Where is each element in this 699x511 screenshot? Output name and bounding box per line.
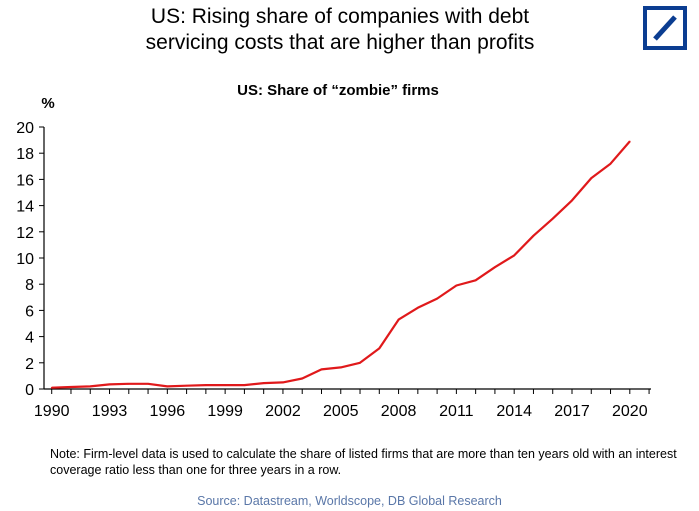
source-line: Source: Datastream, Worldscope, DB Globa… — [197, 494, 502, 508]
data-point — [50, 386, 53, 389]
y-tick-label: 8 — [25, 277, 34, 294]
data-point — [436, 297, 438, 300]
data-point — [224, 384, 226, 386]
y-tick-label: 12 — [16, 225, 34, 242]
x-tick-label: 2002 — [265, 403, 301, 420]
data-point — [474, 279, 477, 282]
y-axis-unit-label: % — [41, 95, 54, 112]
x-tick-label: 2020 — [612, 403, 648, 420]
deutsche-bank-logo-icon — [643, 6, 687, 50]
data-point — [262, 382, 265, 384]
data-point — [494, 266, 496, 268]
x-tick-label: 2011 — [439, 403, 474, 420]
y-tick-label: 4 — [25, 330, 34, 347]
y-tick-label: 18 — [16, 146, 34, 163]
data-point — [127, 382, 130, 385]
y-tick-label: 10 — [16, 251, 34, 268]
series-line — [51, 140, 631, 389]
chart-title: US: Share of “zombie” firms — [237, 82, 439, 99]
axes-group: 0 2 4 6 8 10 12 14 16 18 20 1990 1993 1996 1999 2002 200… — [16, 120, 651, 420]
data-point — [378, 347, 381, 350]
data-point — [551, 217, 554, 220]
data-point — [455, 284, 458, 287]
data-point — [70, 386, 72, 388]
data-point — [301, 377, 304, 380]
data-point — [147, 382, 149, 385]
y-tick-label: 6 — [25, 303, 34, 320]
data-point — [205, 384, 207, 386]
x-tick-label: 2005 — [323, 403, 359, 420]
x-tick-label: 1999 — [207, 403, 243, 420]
y-tick-label: 14 — [16, 199, 34, 216]
data-point — [166, 385, 169, 388]
data-point — [282, 381, 284, 384]
data-point — [108, 383, 111, 386]
x-tick-label: 2017 — [554, 403, 590, 420]
data-point — [590, 177, 593, 179]
x-tick-label: 1996 — [150, 403, 186, 420]
data-point — [185, 384, 188, 387]
chart-headline: US: Rising share of companies with debt … — [40, 4, 640, 56]
y-tick-label: 20 — [16, 120, 34, 137]
data-point — [417, 306, 419, 309]
x-tick-label: 2008 — [381, 403, 417, 420]
headline-line-2: servicing costs that are higher than pro… — [145, 31, 535, 54]
x-tick-label: 1990 — [34, 403, 70, 420]
data-point — [339, 366, 342, 369]
data-point — [571, 199, 573, 202]
data-point — [320, 368, 323, 371]
data-point — [609, 162, 612, 165]
y-tick-label: 2 — [25, 356, 34, 373]
x-tick-label: 1993 — [92, 403, 128, 420]
y-tick-label: 0 — [25, 382, 34, 399]
data-point — [243, 384, 246, 386]
footnote: Note: Firm-level data is used to calcula… — [50, 447, 677, 477]
data-point — [397, 318, 400, 321]
y-tick-label: 16 — [16, 172, 34, 189]
x-tick-label: 2014 — [496, 403, 532, 420]
data-point — [359, 362, 361, 364]
plot-group — [50, 140, 631, 389]
data-point — [629, 140, 631, 143]
headline-line-1: US: Rising share of companies with debt — [150, 5, 530, 28]
data-point — [513, 254, 515, 257]
data-point — [532, 234, 535, 237]
line-chart: US: Share of “zombie” firms % 0 2 4 6 8 10 12 1… — [16, 82, 651, 420]
data-point — [89, 385, 92, 388]
